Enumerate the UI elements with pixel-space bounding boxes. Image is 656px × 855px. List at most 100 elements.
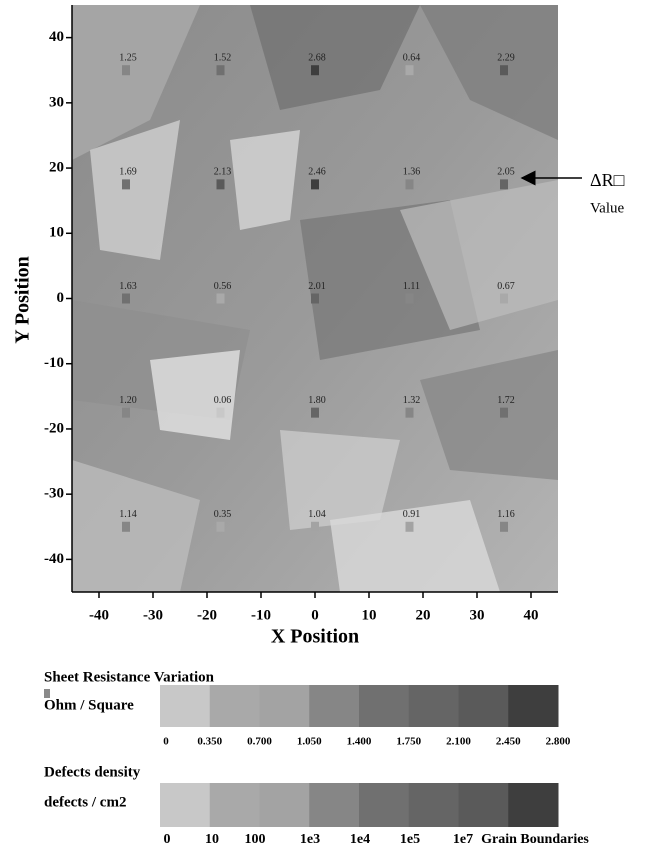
marker	[500, 407, 508, 418]
value-label: 1.25	[119, 53, 137, 64]
defects-label: 1e5	[400, 832, 420, 847]
legend-unit: Ohm / Square	[44, 697, 134, 713]
colorbar-tick-label: 0	[163, 736, 169, 748]
y-axis-label: Y Position	[12, 256, 34, 344]
value-label: 1.32	[403, 395, 421, 406]
y-tick-label: -30	[44, 486, 64, 502]
y-tick-label: 0	[57, 290, 65, 306]
legend-title: Defects density	[44, 764, 141, 780]
value-label: 1.63	[119, 281, 137, 292]
marker	[500, 521, 508, 532]
value-label: 2.68	[308, 53, 326, 64]
value-label: 1.52	[214, 53, 232, 64]
defects-label: 0	[164, 832, 171, 847]
marker	[405, 407, 414, 418]
y-tick-label: 20	[49, 159, 64, 175]
colorbar-block	[508, 685, 559, 727]
value-label: 1.69	[119, 167, 137, 178]
marker	[216, 179, 225, 190]
colorbar-tick-label: 2.100	[446, 736, 471, 748]
defects-block	[359, 783, 410, 827]
marker	[500, 293, 508, 304]
defects-label: 10	[205, 832, 219, 847]
value-label: 0.91	[403, 509, 421, 520]
colorbar-tick-label: 1.050	[297, 736, 322, 748]
value-label: 1.04	[308, 509, 326, 520]
defects-block	[309, 783, 360, 827]
marker	[405, 65, 414, 76]
x-tick-label: 10	[362, 607, 377, 623]
value-label: 2.05	[497, 167, 515, 178]
value-label: 2.01	[308, 281, 326, 292]
colorbar-block	[309, 685, 360, 727]
defects-block	[508, 783, 559, 827]
annotation-text: Value	[590, 200, 624, 216]
value-label: 0.35	[214, 509, 232, 520]
colorbar-block	[359, 685, 410, 727]
y-tick-label: 40	[49, 29, 64, 45]
y-tick-label: 10	[49, 225, 64, 241]
value-label: 1.72	[497, 395, 515, 406]
colorbar-tick-label: 1.750	[396, 736, 421, 748]
x-tick-label: -20	[197, 607, 217, 623]
marker	[122, 521, 130, 532]
x-tick-label: 40	[524, 607, 539, 623]
defects-label: Grain Boundaries	[481, 832, 589, 847]
value-label: 1.36	[403, 167, 421, 178]
legend-icon	[44, 689, 50, 698]
colorbar-block	[160, 685, 211, 727]
x-tick-label: -10	[251, 607, 271, 623]
legend-unit: defects / cm2	[44, 794, 126, 810]
marker	[405, 293, 414, 304]
annotation-symbol: ΔR□	[590, 170, 625, 190]
marker	[216, 407, 225, 418]
x-tick-label: 0	[311, 607, 319, 623]
marker	[216, 293, 225, 304]
legend-title: Sheet Resistance Variation	[44, 669, 215, 685]
value-label: 1.16	[497, 509, 515, 520]
defects-block	[160, 783, 211, 827]
value-label: 0.64	[403, 53, 421, 64]
defects-label: 1e7	[453, 832, 473, 847]
marker	[405, 179, 414, 190]
defects-label: 1e4	[350, 832, 370, 847]
marker	[122, 407, 130, 418]
marker	[311, 179, 319, 190]
y-tick-label: -20	[44, 420, 64, 436]
defects-block	[259, 783, 310, 827]
marker	[216, 65, 225, 76]
value-label: 1.11	[403, 281, 420, 292]
x-tick-label: 20	[416, 607, 431, 623]
marker	[122, 179, 130, 190]
marker	[216, 521, 225, 532]
colorbar-tick-label: 2.800	[546, 736, 571, 748]
value-label: 2.13	[214, 167, 232, 178]
x-tick-label: -30	[143, 607, 163, 623]
value-label: 0.56	[214, 281, 232, 292]
marker	[122, 65, 130, 76]
x-axis-label: X Position	[271, 626, 359, 648]
y-tick-label: -40	[44, 551, 64, 567]
marker	[500, 65, 508, 76]
colorbar-tick-label: 2.450	[496, 736, 521, 748]
marker	[311, 521, 319, 532]
marker	[500, 179, 508, 190]
defects-block	[209, 783, 260, 827]
marker	[311, 293, 319, 304]
marker	[405, 521, 414, 532]
colorbar-block	[408, 685, 459, 727]
defects-block	[408, 783, 459, 827]
colorbar-tick-label: 1.400	[347, 736, 372, 748]
marker	[311, 407, 319, 418]
value-label: 1.14	[119, 509, 137, 520]
colorbar-tick-label: 0.700	[247, 736, 272, 748]
colorbar-legend: Sheet Resistance Variation Ohm / Square	[44, 669, 215, 713]
value-label: 0.06	[214, 395, 232, 406]
value-label: 1.20	[119, 395, 137, 406]
colorbar-tick-label: 0.350	[197, 736, 222, 748]
x-tick-label: 30	[470, 607, 485, 623]
defects-label: 1e3	[300, 832, 320, 847]
colorbar-block	[458, 685, 509, 727]
colorbar-block	[209, 685, 260, 727]
